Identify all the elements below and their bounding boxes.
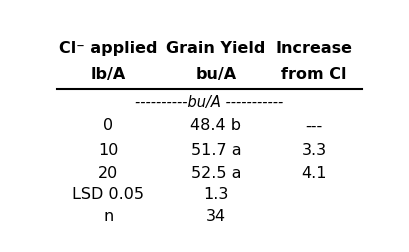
Text: from Cl: from Cl bbox=[281, 67, 347, 81]
Text: Increase: Increase bbox=[276, 41, 353, 56]
Text: Grain Yield: Grain Yield bbox=[166, 41, 265, 56]
Text: 4.1: 4.1 bbox=[301, 165, 327, 180]
Text: 52.5 a: 52.5 a bbox=[191, 165, 241, 180]
Text: ---: --- bbox=[306, 118, 323, 133]
Text: 48.4 b: 48.4 b bbox=[191, 118, 241, 133]
Text: ----------bu/A -----------: ----------bu/A ----------- bbox=[135, 94, 284, 110]
Text: LSD 0.05: LSD 0.05 bbox=[72, 187, 144, 202]
Text: 34: 34 bbox=[206, 208, 226, 223]
Text: Cl⁻ applied: Cl⁻ applied bbox=[59, 41, 157, 56]
Text: 51.7 a: 51.7 a bbox=[191, 142, 241, 157]
Text: 10: 10 bbox=[98, 142, 118, 157]
Text: n: n bbox=[103, 208, 113, 223]
Text: 1.3: 1.3 bbox=[203, 187, 229, 202]
Text: bu/A: bu/A bbox=[196, 67, 236, 81]
Text: 3.3: 3.3 bbox=[302, 142, 327, 157]
Text: lb/A: lb/A bbox=[90, 67, 126, 81]
Text: 20: 20 bbox=[98, 165, 118, 180]
Text: 0: 0 bbox=[103, 118, 113, 133]
